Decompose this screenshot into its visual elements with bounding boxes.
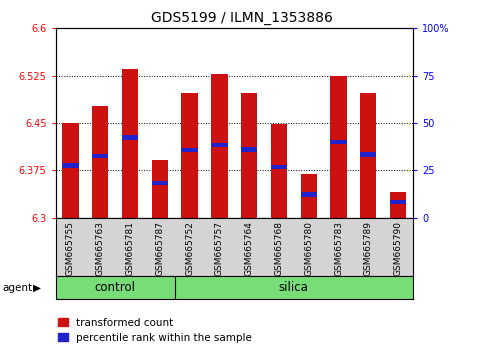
Text: GSM665783: GSM665783 bbox=[334, 221, 343, 276]
Bar bbox=[211, 74, 227, 218]
Text: GSM665781: GSM665781 bbox=[126, 221, 134, 276]
Bar bbox=[360, 93, 376, 218]
Text: agent: agent bbox=[2, 282, 32, 293]
Bar bbox=[300, 192, 317, 196]
Text: GSM665755: GSM665755 bbox=[66, 221, 75, 276]
Text: GSM665757: GSM665757 bbox=[215, 221, 224, 276]
Bar bbox=[390, 200, 406, 204]
Bar bbox=[241, 93, 257, 218]
Bar bbox=[360, 152, 376, 157]
Text: GSM665780: GSM665780 bbox=[304, 221, 313, 276]
Bar bbox=[122, 69, 138, 218]
Bar bbox=[271, 124, 287, 218]
Bar bbox=[241, 147, 257, 152]
Legend: transformed count, percentile rank within the sample: transformed count, percentile rank withi… bbox=[54, 314, 256, 347]
Bar bbox=[182, 148, 198, 152]
Text: GSM665752: GSM665752 bbox=[185, 221, 194, 275]
Bar bbox=[271, 165, 287, 170]
Bar bbox=[92, 106, 108, 218]
Text: GSM665789: GSM665789 bbox=[364, 221, 373, 276]
Bar bbox=[211, 143, 227, 147]
Text: control: control bbox=[95, 281, 136, 294]
Text: GSM665787: GSM665787 bbox=[156, 221, 164, 276]
Text: GSM665764: GSM665764 bbox=[245, 221, 254, 275]
Bar bbox=[152, 160, 168, 218]
Text: GSM665790: GSM665790 bbox=[394, 221, 402, 276]
Bar bbox=[390, 193, 406, 218]
Text: silica: silica bbox=[279, 281, 309, 294]
Bar bbox=[62, 163, 79, 167]
Bar bbox=[92, 154, 108, 158]
Bar bbox=[152, 181, 168, 185]
Bar bbox=[62, 123, 79, 218]
Text: ▶: ▶ bbox=[33, 282, 41, 293]
Bar bbox=[330, 140, 347, 144]
Bar bbox=[330, 76, 347, 218]
Text: GSM665763: GSM665763 bbox=[96, 221, 105, 276]
Text: GDS5199 / ILMN_1353886: GDS5199 / ILMN_1353886 bbox=[151, 11, 332, 25]
Bar bbox=[300, 173, 317, 218]
Bar bbox=[122, 135, 138, 140]
Bar bbox=[182, 93, 198, 218]
Text: GSM665768: GSM665768 bbox=[274, 221, 284, 276]
